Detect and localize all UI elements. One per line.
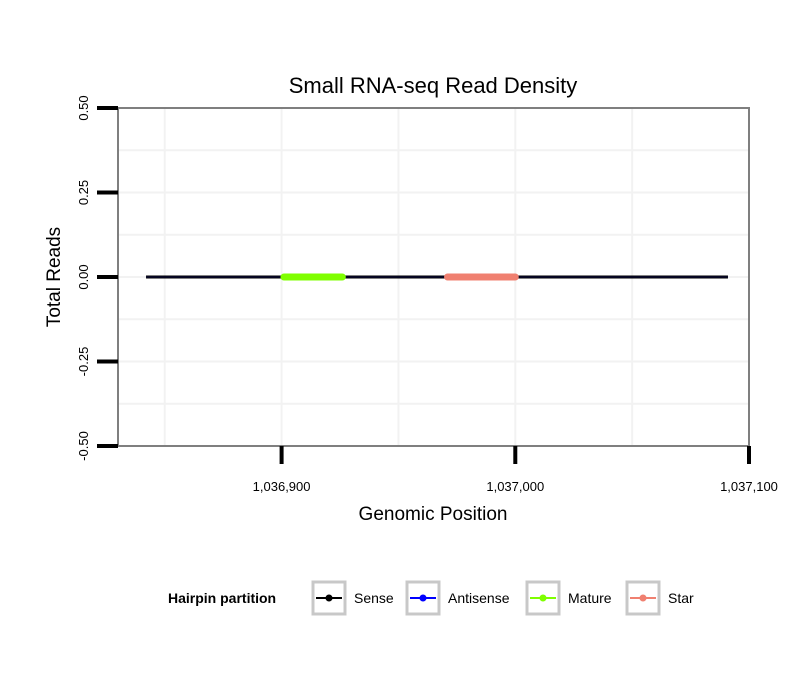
legend-key-point — [325, 594, 333, 602]
legend-label-sense: Sense — [354, 590, 394, 606]
chart-title: Small RNA-seq Read Density — [289, 73, 578, 98]
y-tick-label: -0.50 — [76, 431, 91, 461]
x-tick-label: 1,037,000 — [486, 479, 544, 494]
y-tick-label: -0.25 — [76, 347, 91, 377]
y-tick-label: 0.00 — [76, 264, 91, 289]
legend-key-point — [639, 594, 647, 602]
legend-label-antisense: Antisense — [448, 590, 510, 606]
legend-key-point — [419, 594, 427, 602]
y-axis-ticks: -0.50 -0.25 0.00 0.25 0.50 — [76, 95, 118, 461]
x-axis-title: Genomic Position — [359, 504, 508, 525]
x-tick-label: 1,036,900 — [253, 479, 311, 494]
x-tick-label: 1,037,100 — [720, 479, 778, 494]
legend-label-mature: Mature — [568, 590, 612, 606]
x-axis-ticks: 1,036,900 1,037,000 1,037,100 — [253, 446, 778, 494]
legend-title: Hairpin partition — [168, 590, 276, 606]
legend-key-point — [539, 594, 547, 602]
legend-label-star: Star — [668, 590, 694, 606]
y-tick-label: 0.25 — [76, 180, 91, 205]
y-tick-label: 0.50 — [76, 95, 91, 120]
legend: Hairpin partition Sense Antisense Mature St… — [168, 580, 694, 616]
y-axis-title: Total Reads — [44, 227, 65, 327]
